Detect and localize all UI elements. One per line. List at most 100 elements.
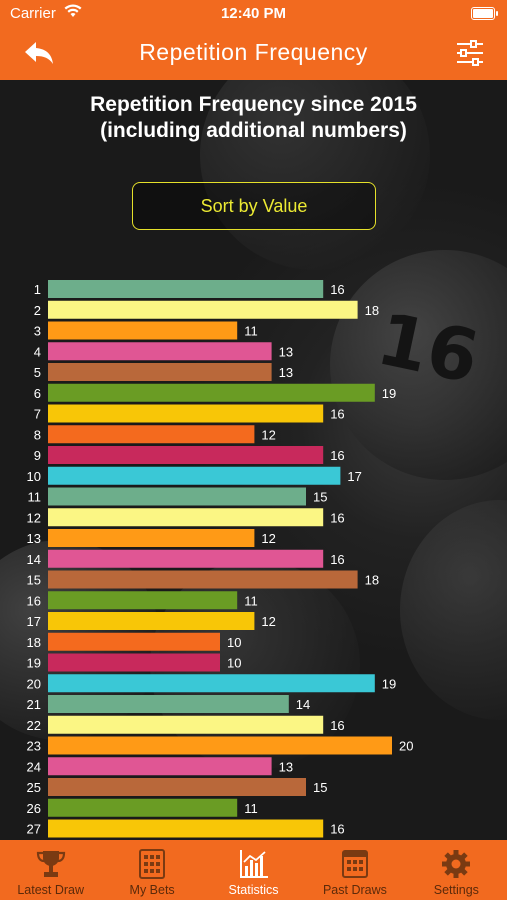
chart-title-line2: (including additional numbers): [100, 119, 407, 142]
tab-label: Settings: [433, 883, 479, 897]
category-label: 22: [27, 718, 41, 733]
category-label: 9: [34, 448, 41, 463]
calendar-grid-icon: [341, 850, 368, 878]
category-label: 21: [27, 697, 41, 712]
frequency-bar: [48, 736, 392, 755]
value-label: 17: [347, 469, 361, 484]
value-label: 16: [330, 510, 344, 525]
category-label: 24: [27, 759, 41, 774]
statistics-content: 16 Repetition Frequency since 2015 (incl…: [0, 80, 507, 840]
status-bar: Carrier 12:40 PM: [0, 0, 507, 28]
gear-icon: [442, 850, 471, 878]
tab-label: Statistics: [228, 883, 279, 897]
frequency-bar: [48, 363, 272, 381]
category-label: 10: [27, 469, 41, 484]
category-label: 14: [27, 552, 41, 567]
frequency-bar: [48, 300, 358, 319]
category-label: 6: [34, 386, 41, 401]
frequency-bar: [48, 715, 324, 734]
category-label: 26: [27, 801, 41, 816]
frequency-bar: [48, 570, 358, 589]
value-label: 11: [244, 593, 258, 608]
value-label: 15: [313, 490, 327, 505]
frequency-bar: [48, 819, 324, 838]
category-label: 2: [34, 303, 41, 318]
frequency-bar: [48, 653, 220, 672]
frequency-bar: [48, 280, 324, 298]
battery-icon: [471, 7, 498, 20]
category-label: 1: [34, 282, 41, 297]
frequency-bar: [48, 591, 238, 610]
frequency-bar: [48, 425, 255, 444]
value-label: 18: [365, 303, 379, 318]
value-label: 11: [244, 324, 258, 339]
tab-settings[interactable]: Settings: [406, 840, 507, 900]
category-label: 16: [27, 593, 41, 608]
category-label: 4: [34, 344, 41, 359]
value-label: 16: [330, 407, 344, 422]
value-label: 12: [261, 531, 275, 546]
value-label: 19: [382, 676, 396, 691]
frequency-bar: [48, 466, 341, 485]
statistics-chart-icon: [239, 850, 268, 878]
value-label: 16: [330, 282, 344, 297]
value-label: 15: [313, 780, 327, 795]
category-label: 5: [34, 365, 41, 380]
frequency-bar: [48, 549, 324, 568]
value-label: 16: [330, 552, 344, 567]
category-label: 15: [27, 573, 41, 588]
value-label: 16: [330, 822, 344, 837]
frequency-bar: [48, 612, 255, 630]
background-ball: [200, 80, 430, 270]
frequency-bar: [48, 529, 255, 547]
value-label: 18: [365, 573, 379, 588]
tab-latest-draw[interactable]: Latest Draw: [0, 840, 101, 900]
frequency-bar: [48, 778, 306, 796]
frequency-bar: [48, 798, 238, 817]
category-label: 19: [27, 656, 41, 671]
nav-bar: Repetition Frequency: [0, 28, 507, 80]
value-label: 12: [261, 427, 275, 442]
tab-label: My Bets: [129, 883, 175, 897]
category-label: 12: [27, 510, 41, 525]
category-label: 7: [34, 407, 41, 422]
category-label: 8: [34, 427, 41, 442]
frequency-bar: [48, 446, 324, 464]
category-label: 20: [27, 676, 41, 691]
value-label: 12: [261, 614, 275, 629]
sort-by-value-button[interactable]: Sort by Value: [132, 182, 376, 230]
sliders-icon[interactable]: [455, 38, 485, 68]
value-label: 10: [227, 635, 241, 650]
tab-statistics[interactable]: Statistics: [203, 840, 304, 900]
tab-label: Past Draws: [322, 883, 387, 897]
frequency-bar: [48, 757, 272, 776]
bet-slip-icon: [139, 849, 166, 879]
frequency-bar: [48, 383, 375, 402]
category-label: 27: [27, 822, 41, 837]
chart-title: Repetition Frequency since 2015 (includi…: [0, 92, 507, 144]
clock: 12:40 PM: [220, 5, 287, 22]
tab-past-draws[interactable]: Past Draws: [304, 840, 405, 900]
frequency-bar: [48, 321, 238, 340]
back-arrow-icon[interactable]: [22, 38, 56, 68]
tab-label: Latest Draw: [17, 883, 85, 897]
page-title: Repetition Frequency: [139, 39, 368, 65]
value-label: 10: [227, 656, 241, 671]
carrier-label: Carrier: [10, 5, 56, 22]
frequency-bar: [48, 674, 375, 693]
tab-bar: Latest Draw My Bets St: [0, 840, 507, 900]
category-label: 18: [27, 635, 41, 650]
value-label: 19: [382, 386, 396, 401]
category-label: 25: [27, 780, 41, 795]
tab-my-bets[interactable]: My Bets: [101, 840, 202, 900]
trophy-icon: [36, 851, 65, 877]
category-label: 3: [34, 324, 41, 339]
frequency-bar: [48, 508, 324, 527]
value-label: 16: [330, 448, 344, 463]
value-label: 13: [279, 344, 293, 359]
category-label: 23: [27, 739, 41, 754]
frequency-bar: [48, 632, 220, 651]
wifi-icon: [64, 4, 82, 17]
frequency-bar: [48, 342, 272, 361]
